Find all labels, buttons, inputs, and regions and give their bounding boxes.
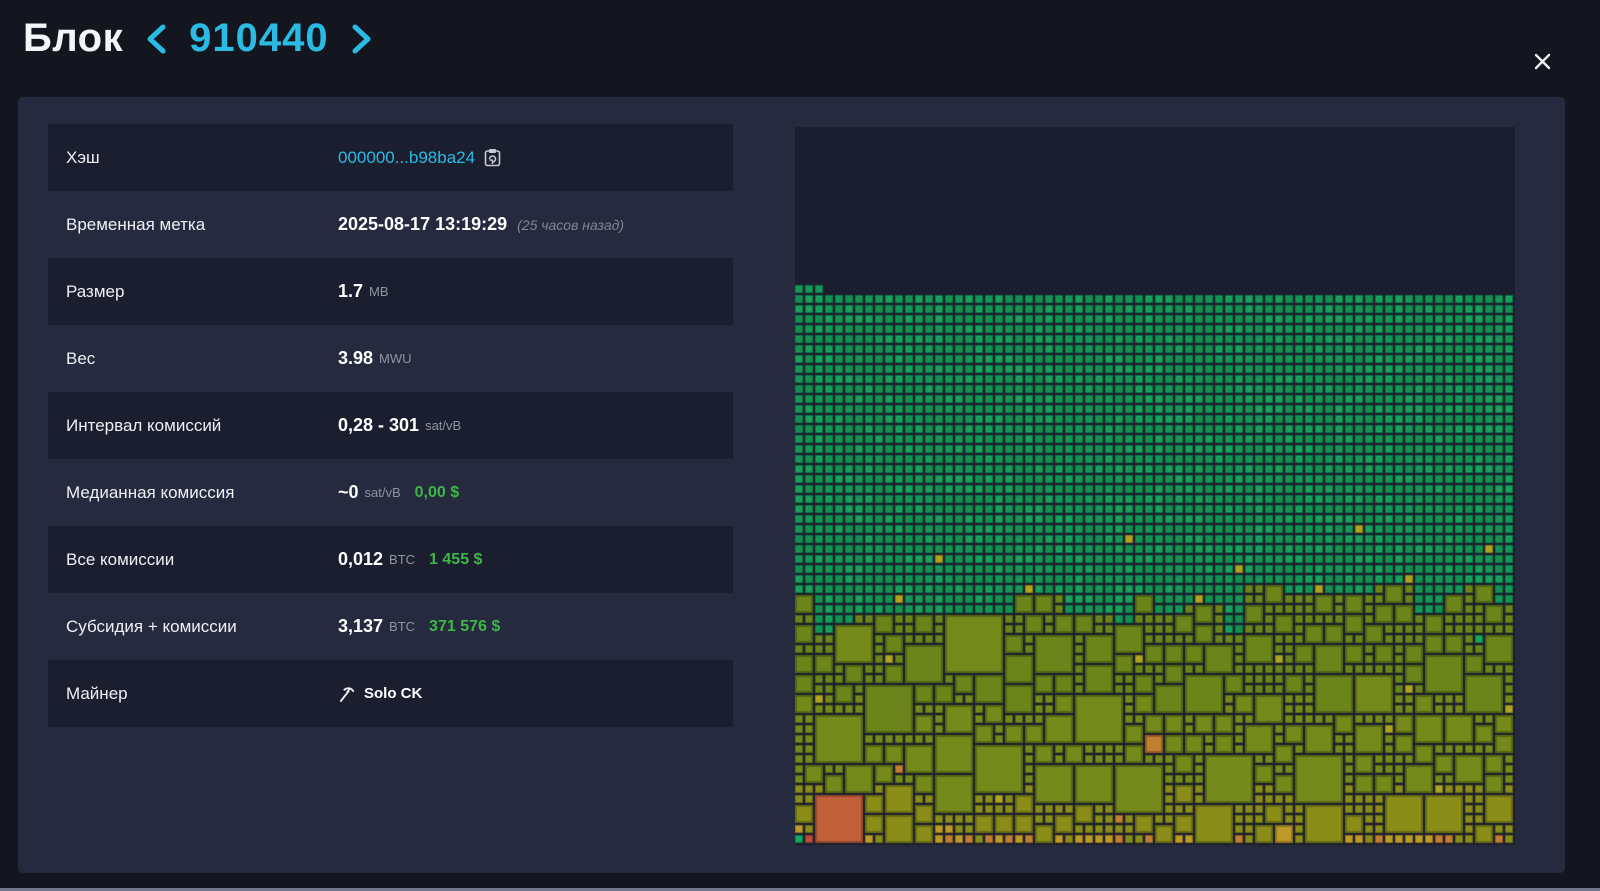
row-label: Субсидия + комиссии xyxy=(66,616,237,636)
close-button[interactable] xyxy=(1531,50,1553,72)
total-fees-value: 0,012 xyxy=(338,549,384,569)
row-label: Вес xyxy=(66,348,96,368)
fee-span-unit: sat/vB xyxy=(425,418,462,433)
table-row-median-fee: Медианная комиссия ~0 sat/vB 0,00 $ xyxy=(48,459,733,526)
total-fees-fiat: 1 455 $ xyxy=(429,550,483,568)
table-row-miner: Майнер Solo CK xyxy=(48,660,733,727)
median-fee-value: ~0 xyxy=(338,482,359,502)
table-row-total-fees: Все комиссии 0,012 BTC 1 455 $ xyxy=(48,526,733,593)
weight-value: 3.98 xyxy=(338,348,374,368)
block-details-table: Хэш 000000...b98ba24 Временная метка 202… xyxy=(48,124,733,727)
miner-name: Solo CK xyxy=(364,685,423,702)
previous-block-button[interactable] xyxy=(143,21,169,57)
block-height-link[interactable]: 910440 xyxy=(189,16,329,60)
row-label: Все комиссии xyxy=(66,549,175,569)
block-visualization-panel xyxy=(795,127,1515,845)
table-row-weight: Вес 3.98 MWU xyxy=(48,325,733,392)
pickaxe-icon xyxy=(339,686,355,702)
table-row-fee-span: Интервал комиссий 0,28 - 301 sat/vB xyxy=(48,392,733,459)
size-unit: MB xyxy=(369,284,389,299)
block-hash-link[interactable]: 000000...b98ba24 xyxy=(338,147,476,167)
total-fees-unit: BTC xyxy=(389,552,416,567)
row-label: Размер xyxy=(66,281,125,301)
close-icon xyxy=(1534,53,1550,69)
size-value: 1.7 xyxy=(338,281,364,301)
median-fee-unit: sat/vB xyxy=(364,485,401,500)
row-label: Медианная комиссия xyxy=(66,482,235,502)
chevron-right-icon xyxy=(352,24,371,53)
chevron-left-icon xyxy=(147,24,166,53)
page-title: Блок xyxy=(23,16,124,60)
block-header: Блок 910440 xyxy=(23,16,375,61)
table-row-timestamp: Временная метка 2025-08-17 13:19:29 (25 … xyxy=(48,191,733,258)
row-label: Майнер xyxy=(66,683,128,703)
table-row-hash: Хэш 000000...b98ba24 xyxy=(48,124,733,191)
row-label: Хэш xyxy=(66,147,100,167)
median-fee-fiat: 0,00 $ xyxy=(414,483,460,501)
subsidy-fees-fiat: 371 576 $ xyxy=(429,617,501,635)
miner-link[interactable]: Solo CK xyxy=(338,685,422,703)
timestamp-value: 2025-08-17 13:19:29 xyxy=(338,214,508,234)
block-details-card: Хэш 000000...b98ba24 Временная метка 202… xyxy=(18,97,1565,873)
subsidy-fees-unit: BTC xyxy=(389,619,416,634)
row-label: Интервал комиссий xyxy=(66,415,222,435)
window-edge xyxy=(0,888,1600,891)
row-label: Временная метка xyxy=(66,214,206,234)
fee-span-value: 0,28 - 301 xyxy=(338,415,420,435)
table-row-subsidy-fees: Субсидия + комиссии 3,137 BTC 371 576 $ xyxy=(48,593,733,660)
copy-icon[interactable] xyxy=(484,148,501,167)
subsidy-fees-value: 3,137 xyxy=(338,616,384,636)
block-visualization[interactable] xyxy=(795,127,1515,845)
weight-unit: MWU xyxy=(379,351,412,366)
table-row-size: Размер 1.7 MB xyxy=(48,258,733,325)
timestamp-relative: (25 часов назад) xyxy=(517,216,624,233)
next-block-button[interactable] xyxy=(349,21,375,57)
